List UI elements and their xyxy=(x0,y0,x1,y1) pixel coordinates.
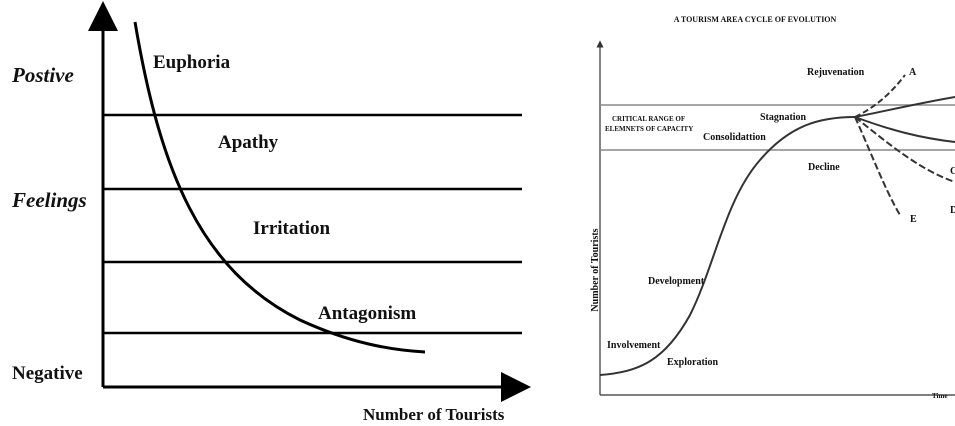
branch-b xyxy=(854,96,955,118)
branch-e xyxy=(854,116,901,216)
label: Negative xyxy=(12,363,83,384)
stage: Decline xyxy=(808,162,840,173)
label: Postive xyxy=(11,63,74,87)
stage: Stagnation xyxy=(760,112,807,123)
doxey-panel xyxy=(88,1,531,402)
branch-a xyxy=(854,74,906,118)
capacity-label: CRITICAL RANGE OF xyxy=(612,115,685,123)
x-label: Number of Tourists xyxy=(363,405,505,424)
stage: Irritation xyxy=(253,218,330,239)
title: A TOURISM AREA CYCLE OF EVOLUTION xyxy=(674,15,837,24)
capacity-label: ELEMNETS OF CAPACITY xyxy=(605,125,693,133)
stage: Rejuvenation xyxy=(807,67,865,78)
branch-label: E xyxy=(910,214,917,225)
irritation-curve xyxy=(133,21,426,354)
label: Feelings xyxy=(11,188,87,212)
s-curve xyxy=(599,116,856,376)
branch-label: D xyxy=(950,205,955,216)
y-label: Number of Tourists xyxy=(590,228,601,311)
branch-d xyxy=(854,116,955,183)
stage: Euphoria xyxy=(153,52,231,73)
stage: Consolidattion xyxy=(703,132,766,143)
stage: Apathy xyxy=(218,132,279,153)
stage: Antagonism xyxy=(318,303,416,324)
x-label: Time xyxy=(932,392,947,400)
stage: Exploration xyxy=(667,357,719,368)
branch-c xyxy=(854,116,955,143)
talc-panel xyxy=(596,40,955,396)
branch-label: A xyxy=(909,67,917,78)
stage: Involvement xyxy=(607,340,661,351)
stage: Development xyxy=(648,276,705,287)
branch-label: C xyxy=(950,166,955,177)
